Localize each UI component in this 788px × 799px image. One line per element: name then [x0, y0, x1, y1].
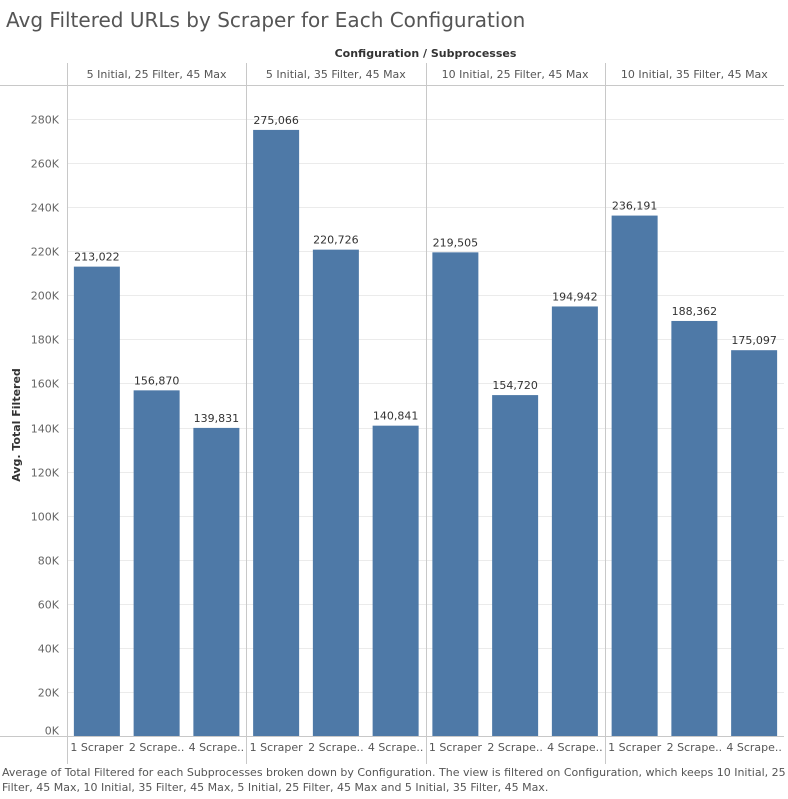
y-tick-label: 280K	[31, 114, 60, 127]
x-tick-label: 2 Scrape..	[129, 741, 185, 754]
bar	[671, 320, 718, 736]
x-tick-label: 2 Scrape..	[667, 741, 723, 754]
data-label: 236,191	[612, 200, 658, 213]
chart-title: Avg Filtered URLs by Scraper for Each Co…	[6, 8, 526, 32]
panel-header: 10 Initial, 25 Filter, 45 Max	[442, 68, 589, 81]
y-tick-label: 40K	[38, 643, 60, 656]
bar	[432, 252, 479, 736]
data-label: 188,362	[672, 305, 718, 318]
y-tick-label: 160K	[31, 378, 60, 391]
y-axis-title: Avg. Total Filtered	[10, 368, 23, 482]
x-tick-label: 2 Scrape..	[308, 741, 364, 754]
bar	[73, 266, 120, 736]
bar	[611, 215, 658, 736]
bar	[312, 249, 359, 736]
panel-header: 10 Initial, 35 Filter, 45 Max	[621, 68, 768, 81]
column-header: Configuration / Subprocesses	[335, 47, 517, 60]
data-label: 275,066	[253, 114, 299, 127]
y-tick-label: 240K	[31, 202, 60, 215]
y-tick-label: 120K	[31, 467, 60, 480]
data-label: 154,720	[492, 379, 538, 392]
data-label: 175,097	[731, 334, 777, 347]
data-label: 194,942	[552, 290, 598, 303]
y-tick-label: 80K	[38, 555, 60, 568]
y-tick-label: 140K	[31, 423, 60, 436]
y-tick-label: 200K	[31, 290, 60, 303]
bar	[492, 395, 539, 736]
bar	[133, 390, 180, 736]
x-tick-label: 4 Scrape..	[726, 741, 782, 754]
x-tick-label: 4 Scrape..	[368, 741, 424, 754]
bar-chart: 0K 20K 40K 60K 80K 100K 120K 140K 160K 180K 200K 22…	[0, 47, 784, 764]
x-tick-label: 2 Scrape..	[487, 741, 543, 754]
y-tick-label: 260K	[31, 158, 60, 171]
data-label: 156,870	[134, 374, 180, 387]
x-tick-label: 4 Scrape..	[189, 741, 245, 754]
data-label: 213,022	[74, 251, 120, 264]
data-label: 220,726	[313, 234, 359, 247]
bar	[551, 306, 598, 736]
x-tick-label: 4 Scrape..	[547, 741, 603, 754]
y-tick-label: 180K	[31, 334, 60, 347]
x-tick-label: 1 Scraper	[250, 741, 304, 754]
x-tick-label: 1 Scraper	[70, 741, 124, 754]
bar	[253, 129, 300, 737]
x-tick-label: 1 Scraper	[608, 741, 662, 754]
chart-caption: Average of Total Filtered for each Subpr…	[2, 766, 786, 794]
bar	[193, 427, 240, 736]
y-tick-label: 100K	[31, 511, 60, 524]
y-tick-label: 0K	[45, 725, 60, 738]
panel-header: 5 Initial, 25 Filter, 45 Max	[87, 68, 227, 81]
bar	[731, 350, 778, 736]
x-tick-label: 1 Scraper	[429, 741, 483, 754]
y-tick-label: 220K	[31, 246, 60, 259]
data-label: 139,831	[194, 412, 240, 425]
data-label: 140,841	[373, 410, 419, 423]
data-label: 219,505	[433, 236, 479, 249]
y-tick-label: 60K	[38, 599, 60, 612]
y-tick-label: 20K	[38, 687, 60, 700]
panel-header: 5 Initial, 35 Filter, 45 Max	[266, 68, 406, 81]
bar	[372, 425, 419, 736]
